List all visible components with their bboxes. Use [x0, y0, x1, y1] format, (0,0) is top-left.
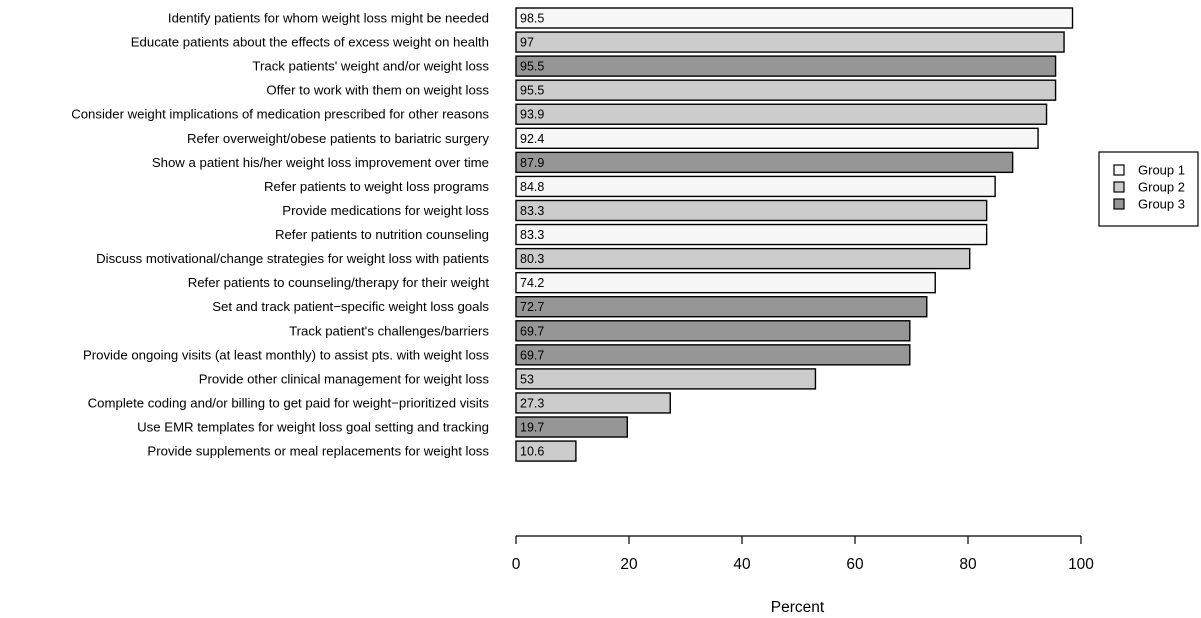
category-label: Refer overweight/obese patients to baria…: [187, 131, 489, 146]
bar-value-label: 83.3: [520, 228, 544, 242]
bar-value-label: 53: [520, 372, 534, 386]
legend-label: Group 2: [1138, 180, 1185, 195]
legend-swatch: [1113, 181, 1125, 193]
category-label: Discuss motivational/change strategies f…: [96, 251, 489, 266]
bar-row: Offer to work with them on weight loss 95…: [266, 79, 1057, 101]
bar: [515, 151, 1014, 174]
bar-row: Provide ongoing visits (at least monthly…: [83, 344, 911, 366]
bar-row: Track patients' weight and/or weight los…: [252, 55, 1057, 77]
bar-row: Consider weight implications of medicati…: [71, 103, 1048, 125]
bar-value-label: 95.5: [520, 84, 544, 98]
bar-row: Refer patients to counseling/therapy for…: [188, 271, 936, 294]
bar: [515, 296, 928, 318]
category-label: Track patient's challenges/barriers: [289, 323, 489, 338]
category-label: Provide supplements or meal replacements…: [147, 444, 489, 459]
bar-row: Track patient's challenges/barriers 69.7: [289, 320, 911, 342]
bar: [515, 247, 971, 270]
category-label: Identify patients for whom weight loss m…: [168, 11, 489, 26]
category-label: Provide other clinical management for we…: [199, 371, 490, 386]
bar-row: Set and track patient−specific weight lo…: [212, 296, 928, 318]
category-label: Refer patients to weight loss programs: [264, 179, 489, 194]
bar-row: Refer patients to weight loss programs 84…: [264, 175, 996, 198]
category-label: Complete coding and/or billing to get pa…: [88, 395, 490, 410]
category-label: Set and track patient−specific weight lo…: [212, 299, 489, 314]
bar-value-label: 97: [520, 36, 534, 50]
x-tick-label: 60: [846, 556, 864, 573]
bar: [515, 55, 1057, 77]
legend-item: Group 1: [1113, 163, 1185, 178]
bar: [515, 271, 936, 294]
legend-item: Group 3: [1113, 197, 1185, 212]
bar: [515, 223, 988, 246]
category-label: Provide medications for weight loss: [282, 203, 489, 218]
legend-swatch: [1113, 164, 1125, 176]
bar-value-label: 95.5: [520, 60, 544, 74]
bar: [515, 7, 1074, 29]
category-label: Offer to work with them on weight loss: [266, 83, 489, 98]
x-axis: 0 20 40 60 80 100: [512, 535, 1094, 573]
bar: [515, 103, 1048, 125]
bar: [515, 392, 671, 414]
legend-item: Group 2: [1113, 180, 1185, 195]
legend: Group 1 Group 2 Group 3: [1098, 151, 1199, 227]
bar-value-label: 27.3: [520, 396, 544, 410]
bar-row: Refer overweight/obese patients to baria…: [187, 127, 1039, 150]
bar-value-label: 72.7: [520, 300, 544, 314]
category-label: Educate patients about the effects of ex…: [131, 35, 489, 50]
bar-value-label: 80.3: [520, 252, 544, 266]
x-tick-label: 20: [620, 556, 638, 573]
bar-value-label: 69.7: [520, 348, 544, 362]
bar: [515, 320, 911, 342]
bar-value-label: 98.5: [520, 12, 544, 26]
bar-value-label: 84.8: [520, 180, 544, 194]
bar-value-label: 83.3: [520, 204, 544, 218]
bar: [515, 416, 629, 438]
bar-row: Educate patients about the effects of ex…: [131, 31, 1065, 53]
bars-layer: Identify patients for whom weight loss m…: [71, 7, 1074, 462]
bar-row: Provide supplements or meal replacements…: [147, 440, 577, 462]
bar-row: Provide medications for weight loss 83.3: [282, 199, 988, 222]
bar: [515, 175, 996, 198]
bar-value-label: 10.6: [520, 445, 544, 459]
legend-swatch: [1113, 198, 1125, 210]
legend-label: Group 3: [1138, 197, 1185, 212]
legend-label: Group 1: [1138, 163, 1185, 178]
bar-row: Provide other clinical management for we…: [199, 368, 817, 390]
category-label: Refer patients to counseling/therapy for…: [188, 275, 490, 290]
bar-row: Identify patients for whom weight loss m…: [168, 7, 1074, 29]
bar-value-label: 87.9: [520, 156, 544, 170]
bar-value-label: 92.4: [520, 132, 544, 146]
bar-value-label: 69.7: [520, 324, 544, 338]
bar: [515, 199, 988, 222]
x-tick-label: 100: [1068, 556, 1094, 573]
x-tick-label: 40: [733, 556, 751, 573]
bar: [515, 127, 1039, 150]
bar: [515, 344, 911, 366]
x-axis-title: Percent: [771, 599, 825, 616]
bar-row: Complete coding and/or billing to get pa…: [88, 392, 671, 414]
bar-row: Discuss motivational/change strategies f…: [96, 247, 971, 270]
x-tick-label: 0: [512, 556, 521, 573]
bar-value-label: 19.7: [520, 421, 544, 435]
bar: [515, 440, 577, 462]
bar: [515, 79, 1057, 101]
bar-row: Refer patients to nutrition counseling 83…: [275, 223, 988, 246]
category-label: Consider weight implications of medicati…: [71, 107, 489, 122]
bar-row: Use EMR templates for weight loss goal s…: [137, 416, 629, 438]
bar: [515, 368, 817, 390]
bar-value-label: 74.2: [520, 276, 544, 290]
category-label: Show a patient his/her weight loss impro…: [152, 155, 489, 170]
category-label: Track patients' weight and/or weight los…: [252, 59, 489, 74]
x-tick-label: 80: [959, 556, 977, 573]
bar-value-label: 93.9: [520, 108, 544, 122]
category-label: Use EMR templates for weight loss goal s…: [137, 420, 489, 435]
bar-row: Show a patient his/her weight loss impro…: [152, 151, 1014, 174]
bar: [515, 31, 1065, 53]
category-label: Refer patients to nutrition counseling: [275, 227, 489, 242]
category-label: Provide ongoing visits (at least monthly…: [83, 347, 489, 362]
